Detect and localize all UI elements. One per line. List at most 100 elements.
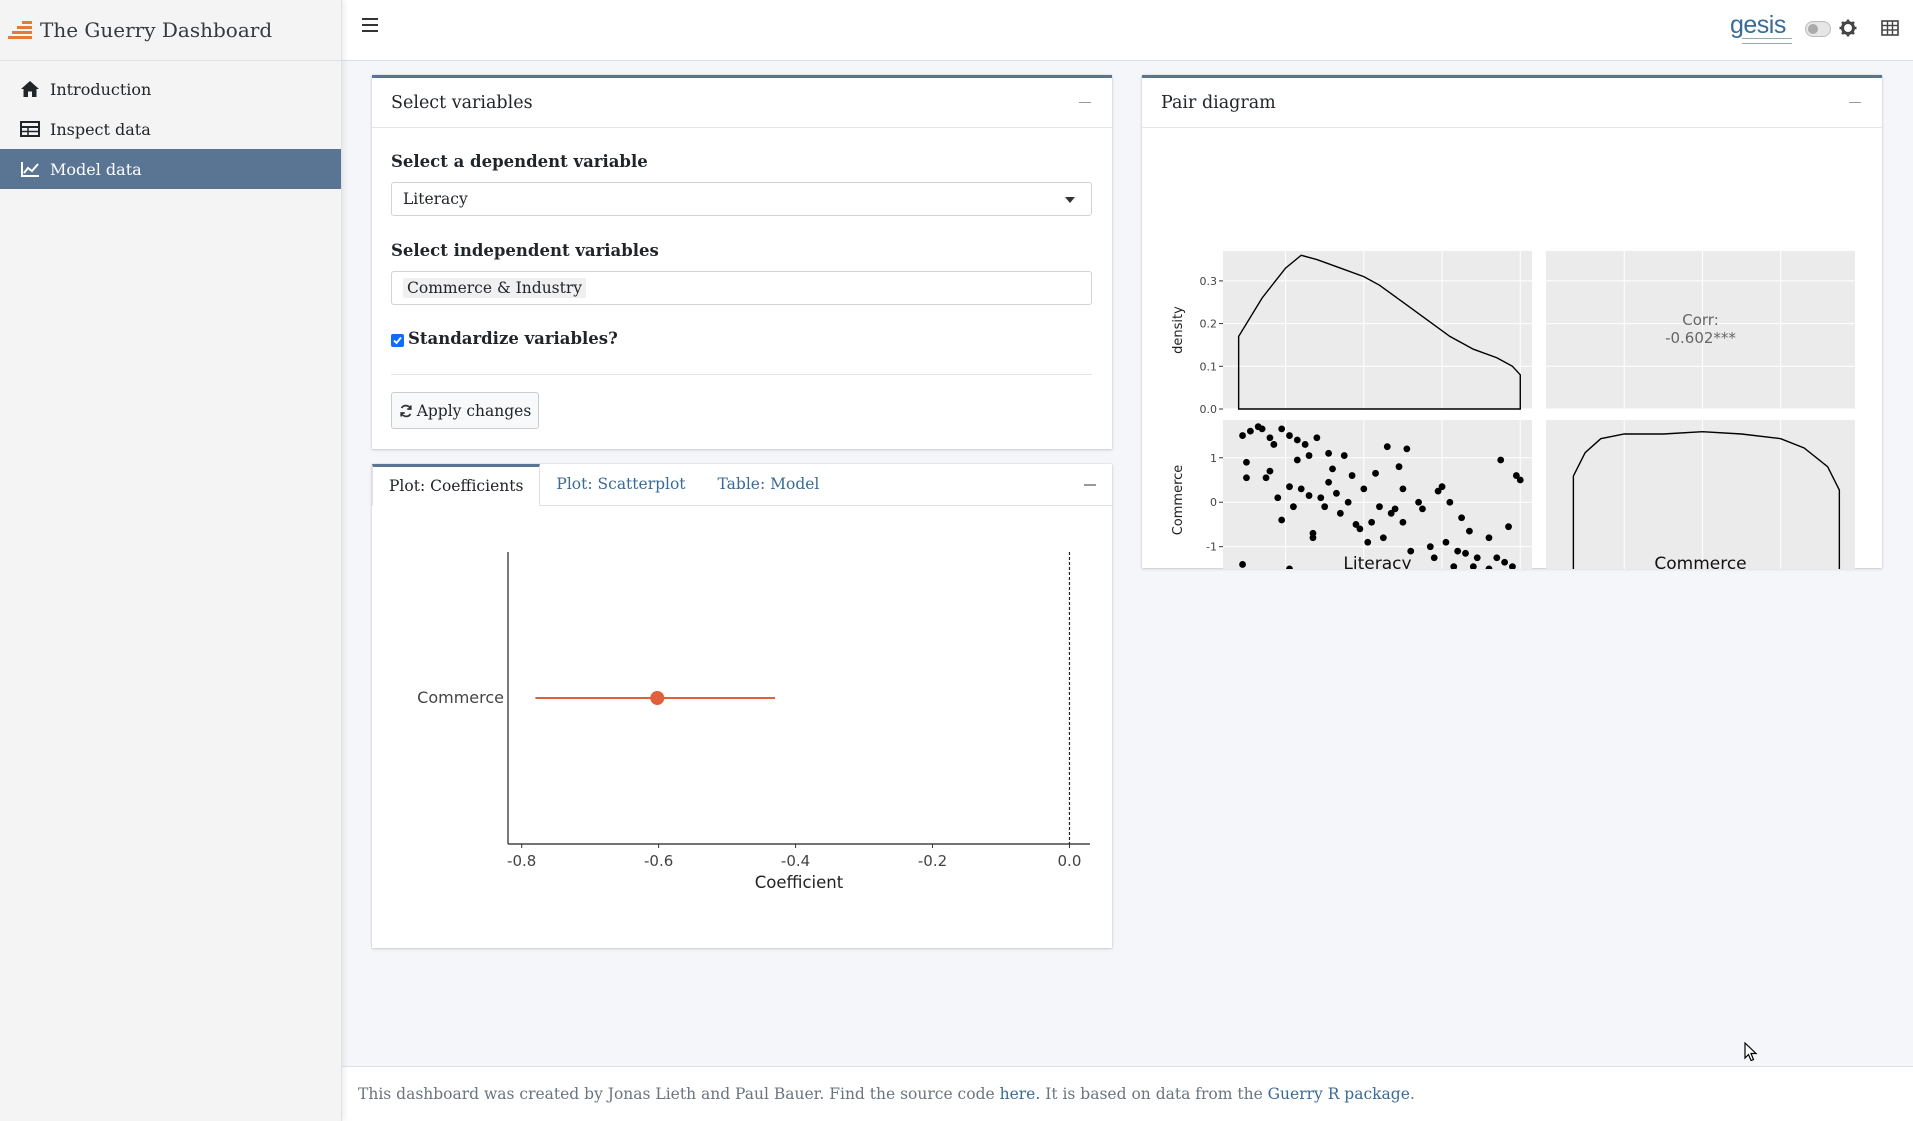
scatter-point (1399, 518, 1407, 526)
scatter-point (1509, 563, 1516, 569)
scatter-point (1407, 547, 1415, 555)
scatter-point (1270, 441, 1278, 448)
scatter-point (1286, 483, 1293, 491)
gesis-logo: gesis (1730, 13, 1792, 47)
scatter-point (1239, 561, 1246, 568)
scatter-point (1379, 534, 1387, 542)
scatter-point (1466, 527, 1473, 535)
scatter-point (1297, 485, 1305, 493)
dependent-variable-select[interactable]: Literacy (391, 182, 1092, 216)
scatter-point (1391, 505, 1399, 513)
scatter-point (1419, 505, 1426, 513)
y-category-label: Commerce (417, 688, 504, 707)
tab-bar: Plot: Coefficients Plot: Scatterplot Tab… (372, 464, 1112, 506)
gear-icon[interactable] (1839, 19, 1857, 37)
scatter-point (1505, 523, 1512, 531)
scatter-point (1458, 514, 1465, 522)
theme-toggle[interactable] (1805, 21, 1831, 37)
scatter-point (1360, 485, 1368, 493)
collapse-icon[interactable] (1084, 478, 1098, 492)
guerry-package-link[interactable]: Guerry R package (1267, 1085, 1410, 1103)
sidebar-item-introduction[interactable]: Introduction (0, 69, 341, 109)
collapse-icon[interactable] (1079, 96, 1093, 110)
x-tick-label: -0.6 (644, 852, 673, 870)
footer-text: This dashboard was created by Jonas Liet… (358, 1085, 1000, 1103)
tab-plot-scatterplot[interactable]: Plot: Scatterplot (556, 475, 686, 493)
pair-plot: 0.00.10.20.3densityCorr:-0.602***-101-10… (1171, 251, 1855, 569)
x-axis-title: Literacy (1343, 554, 1411, 569)
dependent-variable-value: Literacy (403, 190, 468, 208)
y-tick-label: 0.3 (1200, 275, 1218, 288)
sidebar-item-inspect-data[interactable]: Inspect data (0, 109, 341, 149)
chart-line-icon (20, 160, 40, 178)
independent-variables-input[interactable]: Commerce & Industry (391, 271, 1092, 305)
scatter-point (1473, 554, 1481, 562)
source-code-link[interactable]: here. (999, 1085, 1041, 1103)
scatter-point (1243, 474, 1250, 482)
scatter-point (1243, 458, 1250, 466)
x-tick-label: -0.2 (918, 852, 947, 870)
scatter-point (1372, 469, 1379, 477)
sidebar-toggle-icon[interactable] (362, 18, 378, 32)
scatter-point (1383, 443, 1391, 451)
scatter-point (1395, 463, 1403, 471)
scatter-point (1266, 467, 1274, 475)
y-tick-label: -1 (1206, 541, 1217, 554)
sidebar-item-model-data[interactable]: Model data (0, 149, 341, 189)
scatter-point (1462, 549, 1469, 557)
sidebar-nav: Introduction Inspect data Model data (0, 69, 341, 189)
scatter-point (1368, 518, 1376, 526)
y-tick-label: 0.1 (1200, 360, 1218, 373)
scatter-point (1450, 563, 1458, 569)
scatter-point (1293, 436, 1301, 444)
scatter-point (1290, 503, 1297, 511)
scatter-point (1512, 472, 1520, 479)
app-title: The Guerry Dashboard (40, 18, 273, 42)
brand[interactable]: The Guerry Dashboard (0, 0, 341, 61)
x-tick-label: -0.4 (781, 852, 810, 870)
sidebar: The Guerry Dashboard Introduction Inspec… (0, 0, 342, 1121)
density-curve (1572, 430, 1841, 569)
correlation-panel (1546, 251, 1855, 409)
scatter-point (1266, 434, 1274, 442)
y-tick-label: 0.2 (1200, 318, 1218, 331)
tab-plot-coefficients[interactable]: Plot: Coefficients (372, 464, 541, 506)
coefficient-point (650, 691, 665, 705)
sidebar-item-label: Inspect data (50, 119, 151, 139)
dependent-variable-label: Select a dependent variable (391, 152, 648, 171)
x-axis-title: Commerce (1654, 554, 1746, 569)
scatter-point (1293, 456, 1301, 464)
independent-variables-label: Select independent variables (391, 241, 659, 260)
collapse-icon[interactable] (1849, 96, 1863, 110)
scatter-point (1364, 538, 1372, 546)
scatter-point (1434, 487, 1442, 495)
apply-changes-label: Apply changes (416, 401, 532, 420)
scatter-point (1325, 449, 1333, 457)
tab-table-model[interactable]: Table: Model (717, 475, 820, 493)
table-icon (20, 120, 40, 138)
card-title: Select variables (391, 92, 533, 113)
x-axis-title: Coefficient (755, 873, 844, 892)
scatter-point (1485, 565, 1493, 569)
table-icon[interactable] (1881, 20, 1899, 36)
scatter-point (1415, 498, 1422, 506)
footer-text: It is based on data from the (1040, 1085, 1268, 1103)
scatter-point (1286, 432, 1293, 439)
selected-variable-chip[interactable]: Commerce & Industry (403, 278, 587, 298)
apply-changes-button[interactable]: Apply changes (391, 392, 539, 429)
correlation-label: Corr: (1682, 311, 1719, 329)
scatter-point (1305, 452, 1313, 459)
footer: This dashboard was created by Jonas Liet… (342, 1066, 1913, 1121)
standardize-checkbox[interactable] (391, 334, 404, 347)
scatter-point (1309, 534, 1317, 542)
footer-text: . (1409, 1085, 1415, 1103)
scatter-point (1497, 456, 1505, 464)
card-title: Pair diagram (1161, 92, 1276, 113)
scatter-point (1340, 452, 1348, 459)
correlation-value: -0.602*** (1665, 329, 1736, 347)
y-tick-label: 0.0 (1200, 403, 1218, 416)
scatter-point (1454, 547, 1462, 555)
model-output-card: Plot: Coefficients Plot: Scatterplot Tab… (372, 464, 1112, 948)
standardize-label: Standardize variables? (408, 329, 618, 348)
density-panel-literacy (1223, 251, 1532, 409)
